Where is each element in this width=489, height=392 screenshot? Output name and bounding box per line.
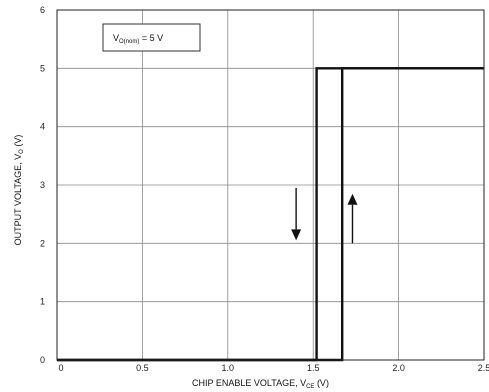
annotation-subscript: O(nom) <box>119 39 139 45</box>
y-tick-label: 1 <box>40 297 45 307</box>
annotation-text: VO(nom) = 5 V <box>113 33 163 45</box>
y-axis-title: OUTPUT VOLTAGE, VO (V) <box>13 135 25 246</box>
annotation-box: VO(nom) = 5 V <box>102 23 201 52</box>
annotation-suffix: = 5 V <box>139 33 163 43</box>
series-line-2 <box>57 67 484 362</box>
x-tick-label: 1.5 <box>307 363 320 373</box>
arrow-up-icon <box>347 193 358 244</box>
series-line-1 <box>57 67 484 362</box>
y-tick-label: 4 <box>40 122 45 132</box>
y-axis-title-sub: O <box>19 149 25 154</box>
x-axis-title-unit: (V) <box>314 378 329 388</box>
y-tick-label: 6 <box>40 5 45 15</box>
x-axis-title-sub: CE <box>306 384 314 390</box>
direction-arrows <box>291 187 358 244</box>
x-tick-label: 1.0 <box>222 363 235 373</box>
annotation-prefix: V <box>113 33 119 43</box>
y-tick-label: 2 <box>40 238 45 248</box>
y-tick-label: 5 <box>40 63 45 73</box>
arrow-down-icon <box>291 187 302 241</box>
y-axis-title-unit: (V) <box>13 135 23 150</box>
x-tick-label: 2.0 <box>392 363 405 373</box>
y-axis-title-main: OUTPUT VOLTAGE, V <box>13 154 23 246</box>
x-tick-label: 2.5 <box>478 363 489 373</box>
x-tick-label: 0.5 <box>136 363 149 373</box>
annotation-frame <box>102 23 201 52</box>
x-tick-labels: 0 0.5 1.0 1.5 2.0 2.5 <box>58 363 489 373</box>
series-lines <box>57 67 484 362</box>
y-tick-label: 3 <box>40 180 45 190</box>
y-tick-labels: 0 1 2 3 4 5 6 <box>40 5 45 365</box>
x-axis-title-main: CHIP ENABLE VOLTAGE, V <box>192 378 306 388</box>
y-tick-label: 0 <box>40 355 45 365</box>
x-tick-label: 0 <box>58 363 63 373</box>
plot-frame <box>56 9 485 361</box>
grid-lines <box>57 10 484 360</box>
x-axis-title: CHIP ENABLE VOLTAGE, VCE (V) <box>192 378 329 390</box>
